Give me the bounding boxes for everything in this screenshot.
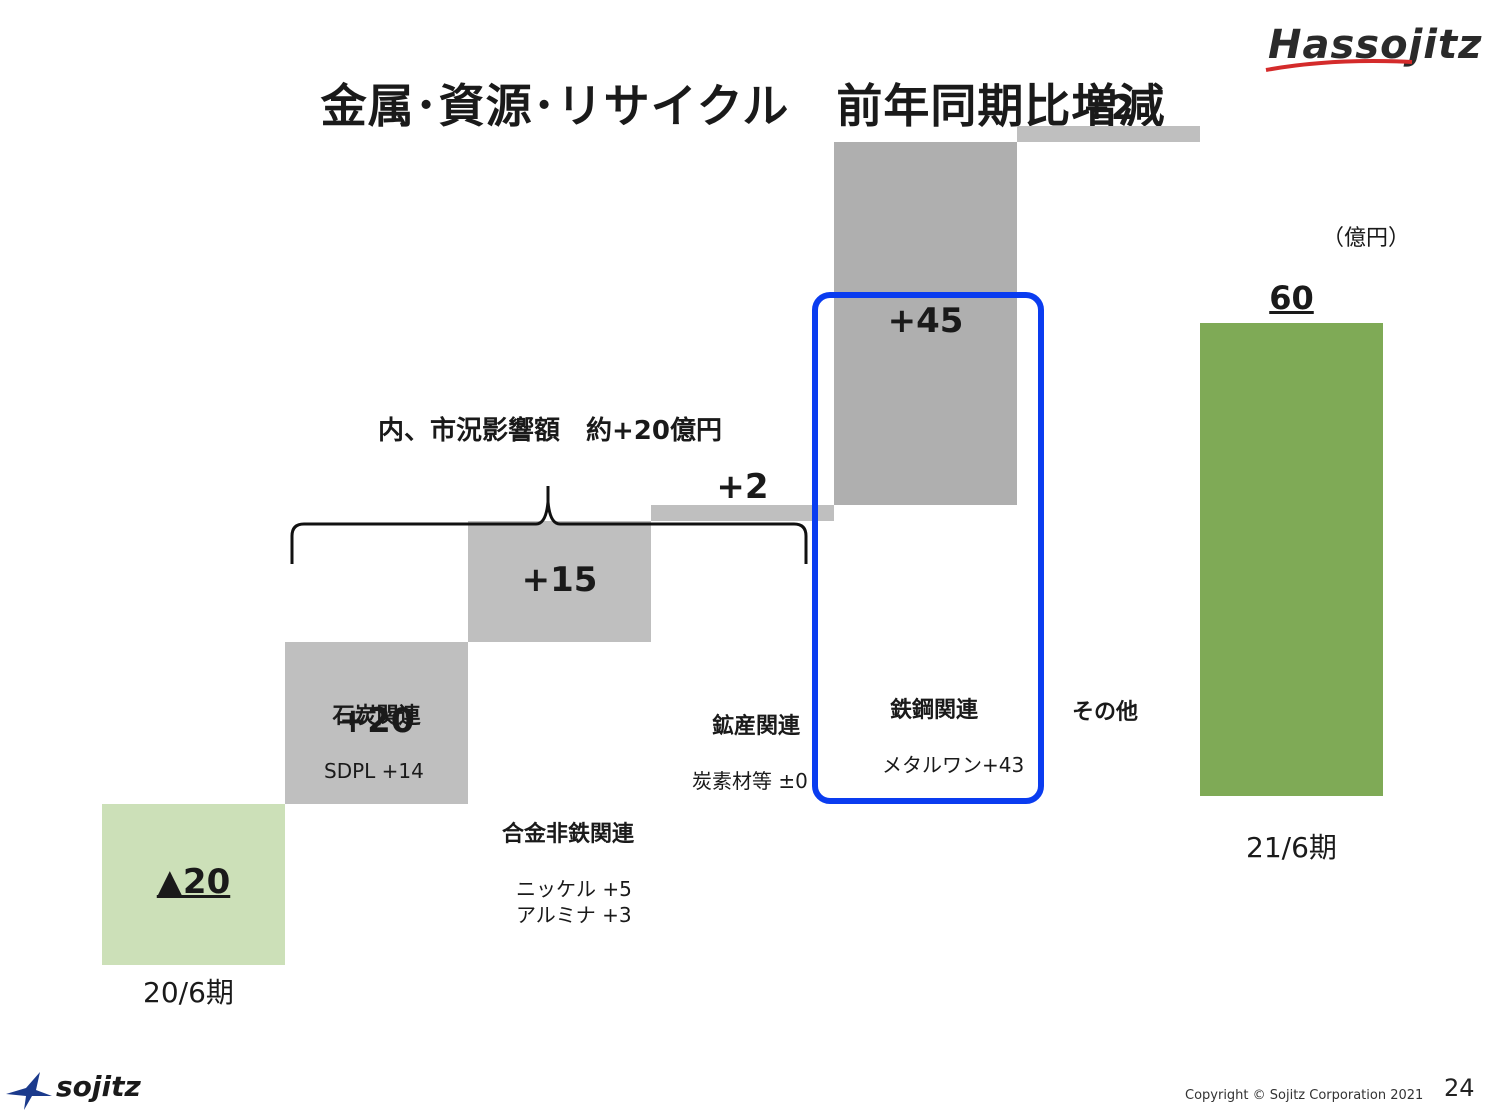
step-category-label-4: 鉄鋼関連 (889, 698, 978, 723)
step-value-label-1: +20 (338, 700, 415, 741)
step-bar-4 (834, 141, 1017, 505)
step-value-label-5: +2 (1082, 87, 1135, 128)
step-value-label-2: +15 (521, 559, 598, 600)
step-detail-label-2-1: ニッケル +5 (516, 877, 632, 901)
start-period-label: 20/6期 (143, 976, 234, 1009)
steel-highlight-frame (812, 292, 1044, 804)
step-category-label-3: 鉱産関連 (711, 714, 800, 739)
unit-label: （億円） (1322, 226, 1411, 251)
step-detail-label-1-1: SDPL +14 (324, 759, 424, 783)
logo-swoosh-icon (1265, 59, 1413, 72)
start-value-label: ▲20 (156, 862, 231, 903)
step-detail-label-4-1: メタルワン+43 (882, 753, 1025, 777)
end-value-label: 60 (1269, 279, 1314, 318)
page-title: 金属･資源･リサイクル 前年同期比増減 (320, 79, 1166, 133)
end-period-label: 21/6期 (1246, 830, 1337, 864)
page-number: 24 (1444, 1074, 1475, 1102)
step-detail-label-2-2: アルミナ +3 (516, 903, 632, 927)
market-effect-note: 内、市況影響額 約+20億円 (378, 416, 722, 446)
step-value-label-3: +2 (716, 467, 769, 507)
sojitz-footer-logo: sojitz (4, 1066, 154, 1110)
sojitz-footer-text: sojitz (56, 1070, 141, 1103)
step-category-label-5: その他 (1071, 700, 1138, 725)
sojitz-star-icon (6, 1072, 52, 1110)
copyright: Copyright © Sojitz Corporation 2021 (1185, 1088, 1424, 1103)
step-value-label-4: +45 (887, 301, 964, 342)
step-bar-1 (285, 642, 468, 804)
step-detail-label-3-1: 炭素材等 ±0 (692, 769, 808, 793)
step-bar-2 (468, 521, 651, 643)
step-category-label-1: 石炭関連 (332, 704, 421, 729)
hassojitz-logo: Hassojitz (1262, 18, 1481, 78)
start-bar (102, 803, 285, 965)
step-bar-5 (1017, 125, 1200, 142)
brace-icon (290, 486, 808, 564)
step-category-label-2: 合金非鉄関連 (501, 822, 634, 847)
end-bar (1200, 323, 1383, 796)
step-bar-3 (651, 505, 834, 522)
